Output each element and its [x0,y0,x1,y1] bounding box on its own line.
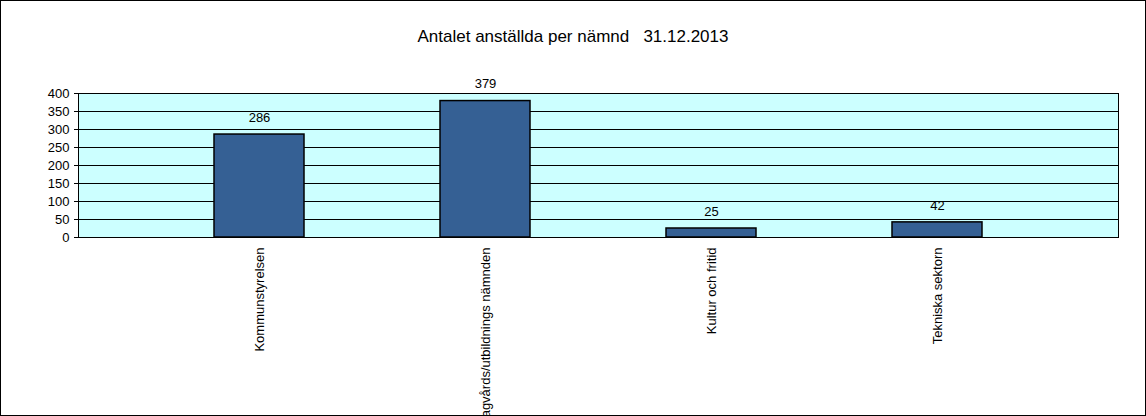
svg-text:0: 0 [62,230,69,245]
svg-text:379: 379 [475,76,497,91]
svg-text:400: 400 [48,86,70,101]
svg-text:42: 42 [930,198,944,213]
svg-text:200: 200 [48,158,70,173]
svg-text:Tekniska sektorn: Tekniska sektorn [930,248,945,345]
svg-text:300: 300 [48,122,70,137]
svg-text:286: 286 [249,110,271,125]
svg-text:Kultur och fritid: Kultur och fritid [704,248,719,335]
svg-text:100: 100 [48,194,70,209]
svg-text:25: 25 [704,204,718,219]
svg-text:Kommunstyrelsen: Kommunstyrelsen [252,248,267,352]
svg-text:50: 50 [55,212,69,227]
html-text:Antalet anställda per nämnd 31: Antalet anställda per nämnd 31.12.2013 [417,27,729,46]
svg-text:350: 350 [48,104,70,119]
svg-text:Dagvårds/utbildnings nämnden: Dagvårds/utbildnings nämnden [478,248,493,416]
svg-text:250: 250 [48,140,70,155]
svg-text:150: 150 [48,176,70,191]
